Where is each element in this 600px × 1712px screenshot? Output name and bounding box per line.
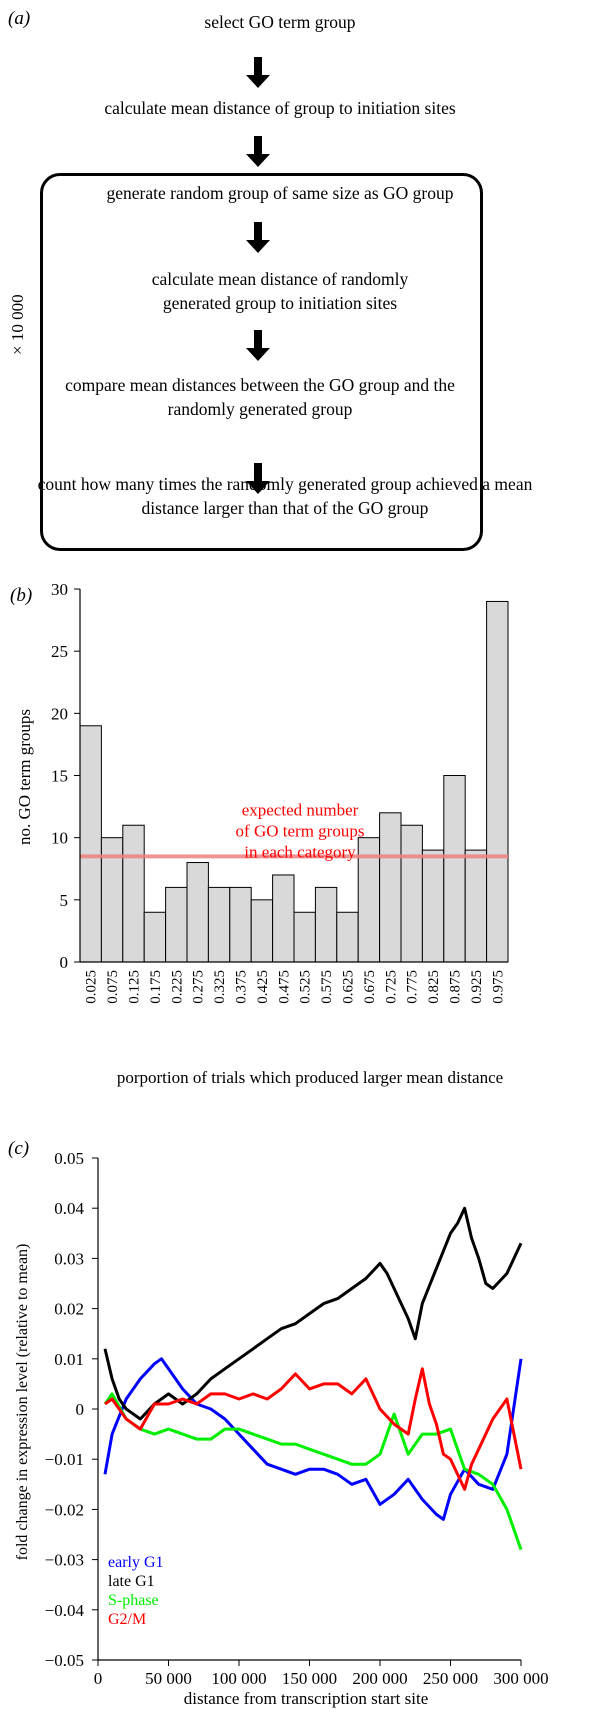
y-axis-label: fold change in expression level (relativ… [14,1244,31,1561]
panel-label-a: (a) [8,8,31,29]
bar [486,600,509,963]
y-tick-label: 30 [51,580,68,599]
down-arrow-icon [246,463,270,494]
x-tick-label: 0.525 [298,970,314,1004]
x-axis-label: porportion of trials which produced larg… [117,1068,503,1087]
y-tick-label: 0.02 [54,1300,84,1319]
y-tick-label: 0.05 [54,1149,84,1168]
y-axis-label: no. GO term groups [15,709,34,845]
x-tick-label: 0.125 [127,970,143,1004]
x-tick-label: 300 000 [493,1669,548,1688]
reference-line-label: in each category [244,842,356,861]
legend-entry: late G1 [108,1573,155,1590]
bar [186,862,209,963]
y-tick-label: −0.01 [45,1450,84,1469]
x-tick-label: 150 000 [282,1669,337,1688]
x-tick-label: 50 000 [145,1669,192,1688]
series-line [104,1367,523,1491]
y-tick-label: 15 [51,767,68,786]
x-tick-label: 0.075 [105,970,121,1004]
x-tick-label: 0.925 [469,970,485,1004]
x-tick-label: 0.825 [426,970,442,1004]
bar [379,812,402,963]
bar [314,886,338,963]
bar [79,725,102,963]
reference-line-label: expected number [242,800,359,819]
line-chart: (c) fold change in expression level (rel… [8,1138,549,1708]
y-tick-label: −0.03 [45,1551,84,1570]
x-tick-label: 0.425 [255,970,271,1004]
x-tick-label: 0.225 [169,970,185,1004]
down-arrow-icon [246,136,270,167]
bar [400,824,423,963]
flow-step-6: count how many times the randomly genera… [37,474,533,518]
bar [143,911,167,963]
series-line [103,1392,523,1551]
bar [293,911,316,963]
y-tick-label: 10 [51,829,68,848]
y-tick-label: 25 [51,642,68,661]
x-tick-label: 0.625 [341,970,357,1004]
x-tick-label: 0 [94,1669,103,1688]
flow-step-2: calculate mean distance of group to init… [104,98,456,118]
x-tick-label: 250 000 [423,1669,478,1688]
y-tick-label: 0.04 [54,1199,84,1218]
flow-step-4: calculate mean distance of randomly gene… [151,269,409,313]
loop-box [40,173,483,551]
y-tick-label: 0 [60,953,69,972]
x-tick-label: 200 000 [352,1669,407,1688]
flow-step-1: select GO term group [204,12,356,32]
y-tick-label: −0.04 [45,1601,85,1620]
panel-label-b: (b) [10,585,32,606]
y-tick-label: 0 [76,1400,85,1419]
series-line [103,1206,523,1421]
series-line [103,1357,523,1521]
x-tick-label: 0.875 [448,970,464,1004]
panel-label-c: (c) [8,1138,29,1159]
bar [165,886,188,963]
x-tick-label: 100 000 [211,1669,266,1688]
y-tick-label: 0.01 [54,1350,84,1369]
bar [250,899,274,963]
bar [122,824,145,963]
bar [272,874,295,963]
bar [421,849,445,963]
legend-entry: G2/M [108,1611,146,1628]
x-tick-label: 0.675 [362,970,378,1004]
y-tick-label: 20 [51,704,68,723]
flow-step-5: compare mean distances between the GO gr… [65,375,455,419]
bar [207,886,231,963]
x-tick-label: 0.475 [276,970,292,1004]
bar [443,775,466,963]
x-axis-label: distance from transcription start site [184,1689,429,1708]
down-arrow-icon [246,330,270,361]
down-arrow-icon [246,222,270,253]
x-tick-label: 0.025 [84,970,100,1004]
x-tick-label: 0.325 [212,970,228,1004]
y-tick-label: 5 [60,891,69,910]
down-arrow-icon [246,57,270,88]
legend-entry: early G1 [108,1554,164,1571]
flow-step-3: generate random group of same size as GO… [106,183,454,203]
x-tick-label: 0.725 [383,970,399,1004]
flow-arrows [246,57,270,494]
bar [336,911,359,963]
reference-line-label: of GO term groups [236,821,365,840]
x-tick-label: 0.375 [234,970,250,1004]
legend-entry: S-phase [108,1592,159,1609]
y-tick-label: −0.02 [45,1500,84,1519]
x-tick-label: 0.575 [319,970,335,1004]
y-tick-label: −0.05 [45,1651,84,1670]
bar [229,886,252,963]
x-tick-label: 0.175 [148,970,164,1004]
bar-chart: (b) no. GO term groups porportion of tri… [10,580,509,1087]
x-tick-label: 0.775 [405,970,421,1004]
x-tick-label: 0.975 [490,970,506,1004]
x-tick-label: 0.275 [191,970,207,1004]
y-tick-label: 0.03 [54,1249,84,1268]
bar [464,849,488,963]
